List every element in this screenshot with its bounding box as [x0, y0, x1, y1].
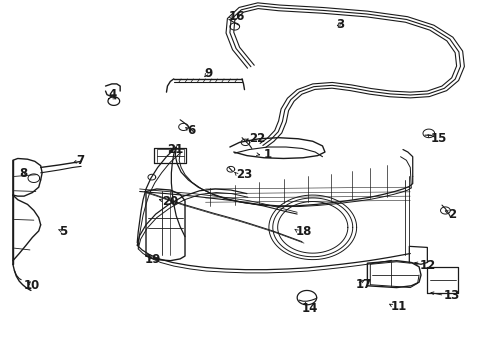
Text: 1: 1 — [264, 148, 272, 161]
Text: 9: 9 — [204, 67, 212, 80]
Text: 23: 23 — [235, 168, 251, 181]
Text: 13: 13 — [443, 289, 459, 302]
Text: 17: 17 — [355, 278, 371, 291]
Text: 15: 15 — [430, 132, 446, 145]
Text: 2: 2 — [447, 208, 455, 221]
Text: 18: 18 — [295, 225, 311, 238]
Text: 6: 6 — [186, 124, 195, 137]
Text: 7: 7 — [76, 154, 84, 167]
Text: 22: 22 — [249, 132, 265, 145]
Text: 14: 14 — [302, 302, 318, 315]
Text: 11: 11 — [390, 300, 406, 313]
Text: 21: 21 — [167, 143, 183, 156]
Text: 8: 8 — [19, 167, 27, 180]
Text: 12: 12 — [419, 259, 435, 272]
Text: 3: 3 — [335, 18, 344, 31]
Text: 16: 16 — [228, 10, 245, 23]
Text: 20: 20 — [162, 195, 179, 208]
Text: 10: 10 — [24, 279, 41, 292]
Text: 4: 4 — [108, 88, 116, 101]
Text: 19: 19 — [144, 253, 161, 266]
Text: 5: 5 — [59, 225, 67, 238]
